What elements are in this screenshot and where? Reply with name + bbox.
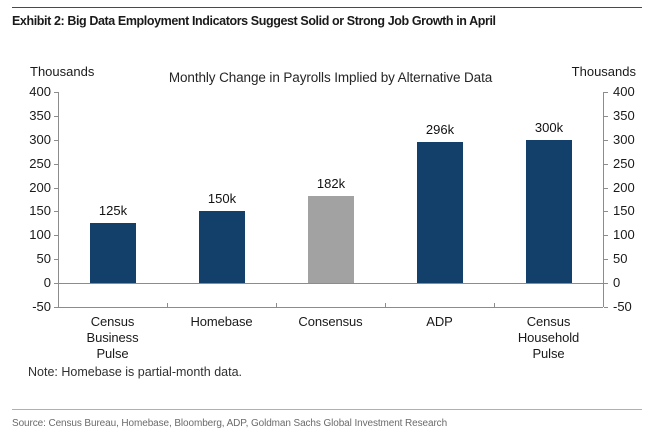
right-axis-line [603,92,604,307]
y-tick-label-left: -50 [32,299,51,314]
bar-consensus [308,196,354,283]
x-axis-tick [494,303,495,307]
source-text: Source: Census Bureau, Homebase, Bloombe… [12,418,448,429]
right-axis-units-label: Thousands [571,64,636,79]
y-tick-label-left: 400 [29,84,51,99]
left-axis-units-label: Thousands [30,64,95,79]
bar-homebase [199,211,245,283]
y-tick-label-left: 200 [29,180,51,195]
y-tick-label-right: 250 [613,156,635,171]
bar-value-label: 296k [425,122,455,137]
y-tick-label-right: 200 [613,180,635,195]
y-axis-tick-right [604,164,608,165]
bar-adp [417,142,463,283]
bar-value-label: 182k [316,176,346,191]
y-tick-label-right: 300 [613,132,635,147]
y-axis-tick-right [604,307,608,308]
bar-value-label: 125k [98,203,128,218]
y-tick-label-left: 100 [29,227,51,242]
bar-census-business-pulse [90,223,136,283]
y-axis-tick-left [54,140,58,141]
chart-note: Note: Homebase is partial-month data. [28,365,242,379]
y-axis-tick-left [54,259,58,260]
y-tick-label-left: 50 [36,251,51,266]
category-label: Census Business Pulse [86,314,139,361]
bar-value-label: 300k [534,120,564,135]
y-tick-label-right: 350 [613,108,635,123]
y-tick-label-right: -50 [613,299,632,314]
left-axis-line [58,92,59,307]
y-tick-label-left: 300 [29,132,51,147]
y-axis-tick-left [54,211,58,212]
category-label: Homebase [190,314,253,329]
y-axis-tick-right [604,92,608,93]
bar-census-household-pulse [526,140,572,283]
y-tick-label-right: 100 [613,227,635,242]
y-axis-tick-right [604,211,608,212]
x-axis-tick [385,303,386,307]
bar-value-label: 150k [207,191,237,206]
y-tick-label-left: 250 [29,156,51,171]
y-axis-tick-right [604,116,608,117]
exhibit-title: Exhibit 2: Big Data Employment Indicator… [12,14,496,28]
x-axis-tick [167,303,168,307]
y-axis-tick-left [54,307,58,308]
x-axis-tick [58,303,59,307]
category-label: Census Household Pulse [517,314,580,361]
y-axis-tick-left [54,164,58,165]
category-label: Consensus [298,314,363,329]
zero-line [58,283,603,284]
y-tick-label-right: 150 [613,203,635,218]
top-divider [12,7,642,8]
y-axis-tick-left [54,235,58,236]
y-axis-tick-left [54,283,58,284]
y-axis-tick-left [54,188,58,189]
y-axis-tick-left [54,92,58,93]
y-axis-tick-left [54,116,58,117]
x-axis-tick [603,303,604,307]
y-axis-tick-right [604,283,608,284]
chart-title: Monthly Change in Payrolls Implied by Al… [168,70,493,85]
y-tick-label-right: 400 [613,84,635,99]
y-axis-tick-right [604,140,608,141]
x-axis-tick [276,303,277,307]
y-axis-tick-right [604,188,608,189]
y-tick-label-right: 0 [613,275,621,290]
y-tick-label-right: 50 [613,251,628,266]
bottom-axis-line [58,307,603,308]
y-axis-tick-right [604,259,608,260]
y-axis-tick-right [604,235,608,236]
y-tick-label-left: 0 [43,275,51,290]
category-label: ADP [426,314,453,329]
y-tick-label-left: 150 [29,203,51,218]
y-tick-label-left: 350 [29,108,51,123]
source-divider [12,409,642,410]
